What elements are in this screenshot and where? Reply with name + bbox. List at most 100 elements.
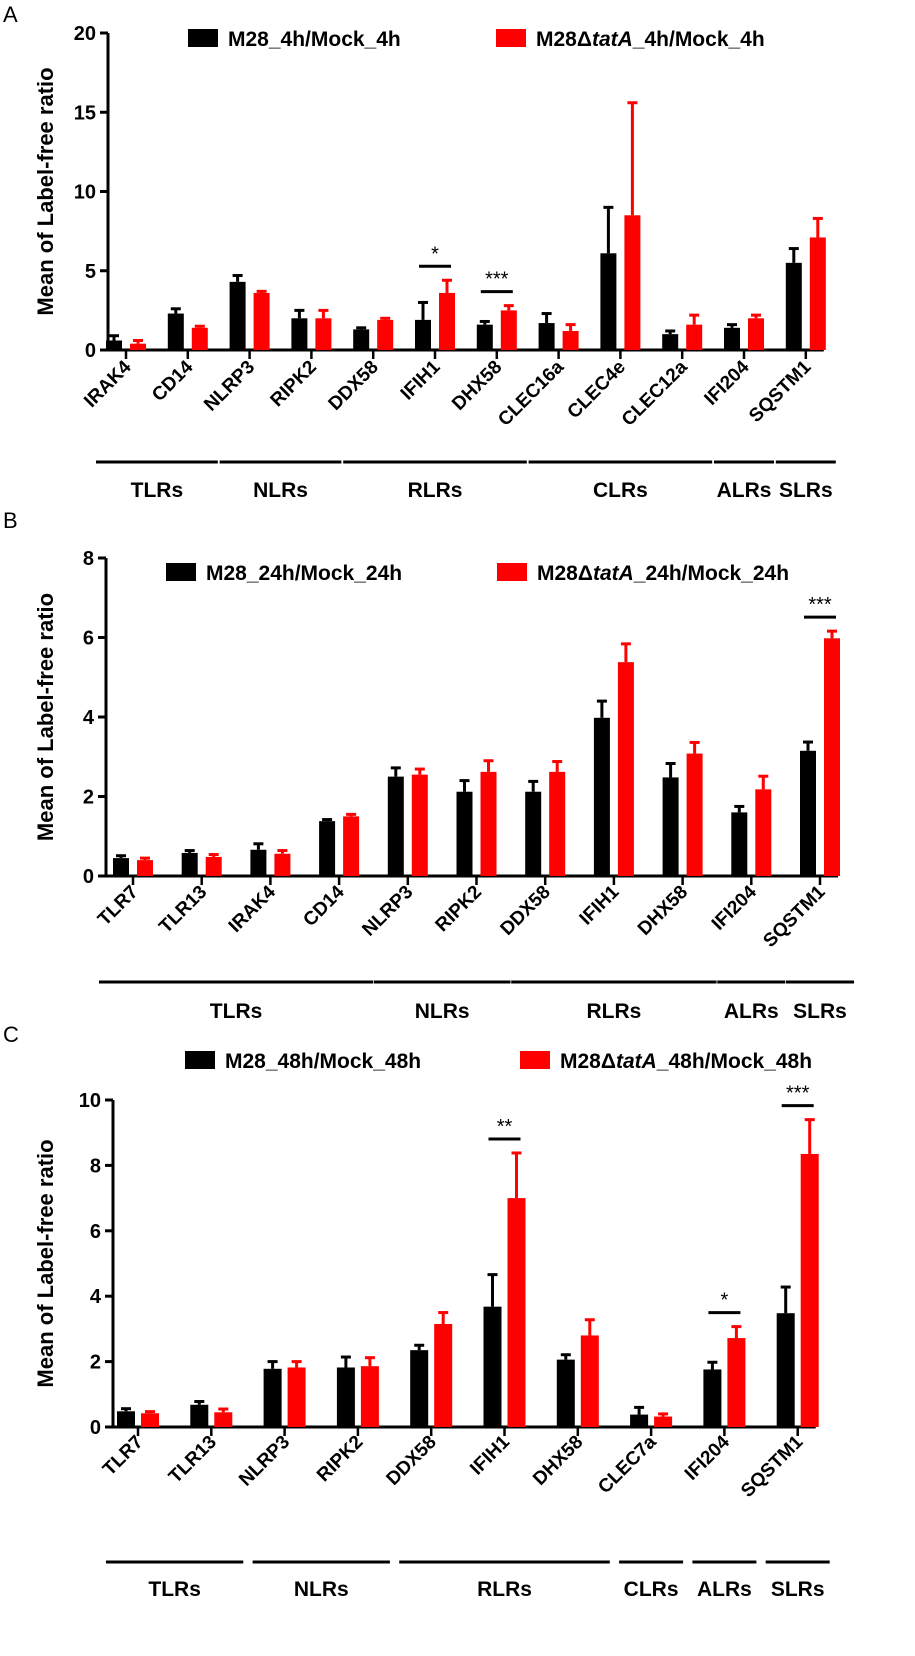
bar-wt-clec4e xyxy=(600,253,617,350)
bar-mutant-ddx58 xyxy=(549,771,566,876)
bar-mutant-ifi204 xyxy=(755,789,772,876)
bar-mutant-dhx58 xyxy=(686,753,703,876)
group-label-slrs: SLRs xyxy=(793,1000,847,1023)
category-label-dhx58: DHX58 xyxy=(448,357,506,415)
bar-mutant-ifih1 xyxy=(507,1198,526,1427)
bar-wt-ifih1 xyxy=(483,1306,502,1427)
panel-b: B Mean of Label-free ratio 0 2 4 6 8 TLR7 TLR13 I… xyxy=(3,508,854,1023)
group-label-rlrs: RLRs xyxy=(586,1000,641,1023)
legend-label-wt: M28_24h/Mock_24h xyxy=(206,562,402,585)
y-tick-label: 4 xyxy=(83,707,95,729)
category-label-clec16a: CLEC16a xyxy=(494,356,568,430)
y-axis-label: Mean of Label-free ratio xyxy=(33,67,58,315)
category-label-ripk2: RIPK2 xyxy=(432,882,486,936)
group-label-rlrs: RLRs xyxy=(477,1578,532,1601)
panel-letter: C xyxy=(3,1022,19,1047)
bar-mutant-ripk2 xyxy=(360,1366,379,1427)
group-label-slrs: SLRs xyxy=(779,479,833,502)
bar-wt-ifi204 xyxy=(731,812,748,876)
bar-wt-sqstm1 xyxy=(776,1313,795,1427)
y-tick-label: 0 xyxy=(85,340,96,362)
y-tick-label: 20 xyxy=(74,23,96,45)
y-tick-label: 8 xyxy=(90,1155,101,1177)
group-label-tlrs: TLRs xyxy=(131,479,184,502)
bar-mutant-ifi204 xyxy=(727,1338,746,1427)
category-label-nlrp3: NLRP3 xyxy=(358,882,417,941)
bar-mutant-ifi204 xyxy=(748,318,764,350)
group-label-clrs: CLRs xyxy=(624,1578,679,1601)
bar-wt-dhx58 xyxy=(476,324,493,350)
category-label-ripk2: RIPK2 xyxy=(313,1432,367,1486)
bar-wt-ifih1 xyxy=(415,319,431,350)
significance-label: * xyxy=(431,243,439,265)
category-label-tlr13: TLR13 xyxy=(165,1432,221,1488)
y-axis-label: Mean of Label-free ratio xyxy=(33,1139,58,1387)
y-tick-label: 10 xyxy=(74,182,96,204)
legend-swatch-mutant xyxy=(496,29,526,47)
group-label-slrs: SLRs xyxy=(771,1578,825,1601)
category-label-cd14: CD14 xyxy=(148,356,198,406)
significance-label: *** xyxy=(808,594,832,616)
group-label-tlrs: TLRs xyxy=(148,1578,201,1601)
bar-wt-irak4 xyxy=(106,340,122,350)
bar-mutant-cd14 xyxy=(191,327,208,350)
bar-mutant-tlr13 xyxy=(214,1412,233,1427)
group-label-clrs: CLRs xyxy=(593,479,648,502)
category-label-ifih1: IFIH1 xyxy=(397,356,445,404)
panel-a: A Mean of Label-free ratio 0 5 10 15 20 IRAK4 CD… xyxy=(3,2,836,502)
panel-letter: A xyxy=(3,2,18,27)
bar-mutant-sqstm1 xyxy=(824,638,840,876)
bar-mutant-dhx58 xyxy=(500,310,517,350)
bar-mutant-irak4 xyxy=(274,853,291,876)
bar-mutant-irak4 xyxy=(130,343,146,350)
category-label-tlr13: TLR13 xyxy=(155,882,211,938)
bar-wt-sqstm1 xyxy=(785,262,802,350)
category-label-ddx58: DDX58 xyxy=(325,357,383,415)
bar-mutant-clec7a xyxy=(654,1416,673,1427)
group-label-rlrs: RLRs xyxy=(408,479,463,502)
bar-wt-tlr7 xyxy=(113,858,129,876)
category-label-ifi204: IFI204 xyxy=(708,881,761,934)
bar-mutant-tlr7 xyxy=(137,860,153,876)
legend-swatch-wt xyxy=(185,1051,215,1069)
category-label-tlr7: TLR7 xyxy=(94,882,142,930)
bar-mutant-ddx58 xyxy=(377,319,394,350)
bar-wt-clec12a xyxy=(662,334,679,350)
bar-mutant-ifih1 xyxy=(439,292,455,350)
bar-mutant-ripk2 xyxy=(480,771,497,876)
category-label-ddx58: DDX58 xyxy=(497,882,555,940)
significance-label: *** xyxy=(786,1083,810,1105)
bar-mutant-clec12a xyxy=(686,324,703,350)
bar-wt-ifih1 xyxy=(593,717,610,876)
category-label-cd14: CD14 xyxy=(299,881,349,931)
group-label-nlrs: NLRs xyxy=(294,1578,349,1601)
bar-mutant-sqstm1 xyxy=(800,1153,819,1427)
bar-wt-ddx58 xyxy=(410,1350,429,1427)
group-label-nlrs: NLRs xyxy=(253,479,308,502)
bar-wt-nlrp3 xyxy=(263,1368,282,1427)
bar-mutant-tlr7 xyxy=(141,1413,159,1427)
legend-swatch-wt xyxy=(166,563,196,581)
bar-wt-clec7a xyxy=(630,1414,649,1427)
y-tick-label: 2 xyxy=(83,787,94,809)
group-label-alrs: ALRs xyxy=(697,1578,752,1601)
y-tick-label: 10 xyxy=(79,1090,101,1112)
legend-label-wt: M28_48h/Mock_48h xyxy=(225,1050,421,1073)
category-label-clec7a: CLEC7a xyxy=(594,1431,661,1498)
bar-wt-irak4 xyxy=(250,849,267,876)
group-label-nlrs: NLRs xyxy=(415,1000,470,1023)
significance-label: * xyxy=(721,1290,729,1312)
bar-mutant-nlrp3 xyxy=(253,292,270,350)
legend-label-mutant: M28ΔtatA_48h/Mock_48h xyxy=(560,1050,812,1073)
panel-c: C Mean of Label-free ratio 0 2 4 6 8 10 TLR7 TLR1… xyxy=(3,1022,830,1601)
bar-wt-nlrp3 xyxy=(229,281,246,350)
y-tick-label: 8 xyxy=(83,548,94,570)
bar-wt-tlr13 xyxy=(190,1404,209,1427)
category-label-sqstm1: SQSTM1 xyxy=(737,1431,807,1501)
y-tick-label: 6 xyxy=(83,628,94,650)
group-label-alrs: ALRs xyxy=(724,1000,779,1023)
legend-swatch-mutant xyxy=(497,563,527,581)
bar-wt-nlrp3 xyxy=(387,776,404,876)
category-label-clec12a: CLEC12a xyxy=(618,356,692,430)
bar-wt-ripk2 xyxy=(456,791,473,876)
